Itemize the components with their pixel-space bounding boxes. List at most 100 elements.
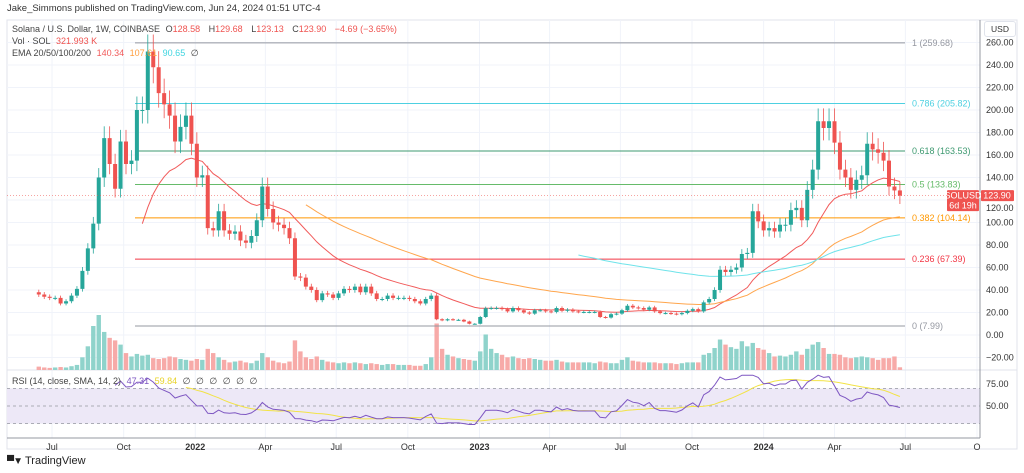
candle	[854, 170, 859, 199]
candle-body	[854, 179, 859, 190]
candle-body	[669, 313, 673, 315]
volume-bar	[641, 362, 646, 370]
candle-body	[728, 269, 733, 272]
candle	[647, 305, 652, 312]
volume-bar	[194, 359, 200, 370]
candle	[500, 306, 505, 311]
volume-bar	[129, 356, 134, 370]
candle-body	[658, 311, 663, 314]
volume-bar	[805, 348, 810, 370]
ema-legend[interactable]: EMA 20/50/100/200 140.34 107.61 90.65 ∅	[12, 48, 202, 59]
volume-bar	[587, 362, 592, 370]
candle	[183, 102, 188, 140]
candle	[892, 177, 897, 200]
candle-body	[107, 138, 112, 164]
volume-bar	[69, 366, 74, 370]
candle	[658, 309, 663, 315]
volume-bar	[151, 358, 156, 370]
candle	[451, 318, 455, 321]
volume-bar	[85, 346, 91, 370]
candle	[69, 293, 74, 304]
empty-value: ∅	[209, 376, 218, 386]
candle-body	[216, 211, 221, 231]
candle-body	[183, 115, 188, 127]
candle-body	[352, 286, 357, 290]
candle	[772, 221, 777, 238]
candle-body	[85, 248, 90, 271]
candle	[118, 129, 123, 198]
candle	[576, 309, 581, 314]
candle-body	[598, 311, 603, 317]
ema200-value: ∅	[190, 48, 199, 58]
symbol-title: Solana / U.S. Dollar, 1W, COINBASE	[12, 24, 161, 34]
candle-body	[505, 309, 510, 312]
candle	[211, 221, 216, 237]
volume-bar	[636, 361, 641, 370]
volume-bar	[848, 358, 854, 370]
fib-level-label: 1 (259.68)	[912, 38, 953, 48]
volume-bar	[543, 360, 548, 370]
candle	[505, 307, 510, 313]
candle-body	[298, 276, 303, 278]
candle	[516, 306, 521, 312]
volume-bar	[467, 359, 472, 370]
volume-bar	[499, 354, 505, 370]
volume-bar	[843, 357, 848, 370]
candle	[162, 78, 167, 119]
rsi-sma-value: 59.84	[154, 376, 178, 386]
volume-bar	[52, 367, 58, 370]
volume-legend[interactable]: Vol · SOL 321.993 K	[12, 36, 100, 46]
volume-bar	[559, 361, 565, 370]
candle-body	[434, 295, 439, 320]
candle-body	[532, 310, 537, 314]
candle-body	[96, 177, 101, 224]
candle-body	[391, 295, 396, 298]
rsi-tick-label: 50.00	[986, 401, 1009, 411]
candle	[663, 311, 668, 315]
volume-bar	[597, 361, 603, 370]
volume-bar	[652, 362, 657, 370]
candle	[543, 308, 548, 313]
volume-bar	[358, 363, 363, 370]
candle	[478, 315, 483, 325]
candle	[292, 232, 297, 281]
candle-body	[282, 224, 287, 229]
candle	[554, 306, 559, 314]
candle	[363, 283, 368, 295]
time-tick-label: Apr	[543, 442, 557, 452]
time-tick-label: Jul	[46, 442, 58, 452]
candle	[276, 215, 281, 232]
candle-body	[401, 297, 406, 299]
candle-body	[881, 152, 886, 161]
candle-body	[336, 293, 341, 298]
candle-body	[124, 141, 128, 164]
candle-body	[461, 319, 466, 322]
candle	[527, 311, 532, 315]
brand-name: TradingView	[24, 455, 86, 467]
volume-bar	[96, 315, 101, 370]
candle	[189, 102, 194, 156]
candle-body	[739, 254, 744, 268]
ema100-line	[578, 234, 900, 277]
tradingview-logo[interactable]: ▀▼ TradingView	[7, 455, 86, 467]
candle	[36, 289, 41, 297]
rsi-legend[interactable]: RSI (14, close, SMA, 14, 2) 47.31 59.84 …	[12, 376, 260, 387]
candle-body	[151, 51, 156, 68]
empty-value: ∅	[222, 376, 231, 386]
candle	[870, 132, 875, 161]
candle	[64, 299, 69, 306]
candle-body	[369, 286, 374, 294]
volume-bar	[243, 362, 249, 370]
volume-bar	[36, 366, 41, 370]
volume-bar	[870, 358, 875, 370]
volume-bar	[614, 363, 619, 370]
currency-button[interactable]: USD	[984, 21, 1016, 37]
candle	[767, 221, 772, 237]
candle-body	[194, 143, 199, 178]
volume-bar	[221, 359, 227, 370]
candle	[445, 318, 450, 322]
volume-bar	[766, 353, 772, 370]
volume-label: Vol · SOL	[12, 36, 51, 46]
empty-value: ∅	[236, 376, 244, 386]
